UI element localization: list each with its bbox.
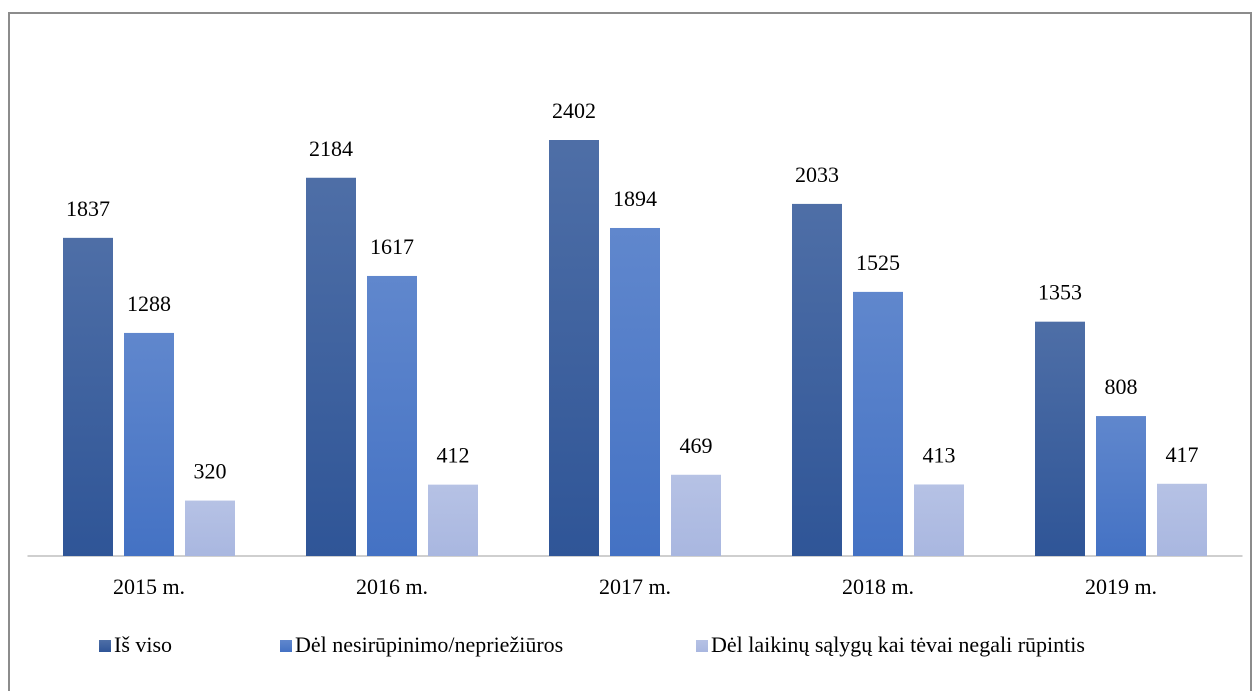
bar <box>792 203 842 556</box>
legend-label: Dėl nesirūpinimo/nepriežiūros <box>295 632 563 657</box>
data-label: 808 <box>1105 374 1138 399</box>
bar <box>367 275 417 556</box>
bar <box>1035 321 1085 556</box>
bar <box>306 177 356 557</box>
bar <box>63 237 113 556</box>
data-label: 2402 <box>552 98 596 123</box>
bar <box>549 140 599 556</box>
bar <box>1096 416 1146 556</box>
legend-label: Iš viso <box>114 632 172 657</box>
bar <box>185 500 235 556</box>
data-label: 1525 <box>856 250 900 275</box>
legend-marker <box>280 640 292 652</box>
data-label: 1837 <box>66 196 110 221</box>
data-label: 1288 <box>127 291 171 316</box>
data-label: 412 <box>437 443 470 468</box>
data-label: 1894 <box>613 186 657 211</box>
chart-frame <box>8 12 1252 691</box>
x-tick-label: 2016 m. <box>356 574 428 599</box>
bar <box>428 484 478 556</box>
legend-marker <box>99 640 111 652</box>
x-tick-label: 2019 m. <box>1085 574 1157 599</box>
data-label: 417 <box>1166 442 1199 467</box>
bar <box>610 227 660 556</box>
bar <box>1157 483 1207 556</box>
x-tick-label: 2017 m. <box>599 574 671 599</box>
data-label: 320 <box>194 459 227 484</box>
data-label: 413 <box>923 443 956 468</box>
data-label: 2184 <box>309 136 353 161</box>
x-tick-label: 2018 m. <box>842 574 914 599</box>
bar <box>853 291 903 556</box>
x-tick-label: 2015 m. <box>113 574 185 599</box>
bar <box>914 484 964 556</box>
data-label: 1353 <box>1038 280 1082 305</box>
data-label: 2033 <box>795 162 839 187</box>
legend-label: Dėl laikinų sąlygų kai tėvai negali rūpi… <box>711 632 1085 657</box>
data-label: 1617 <box>370 234 414 259</box>
bar <box>671 474 721 556</box>
data-label: 469 <box>680 433 713 458</box>
bar <box>124 332 174 556</box>
legend-marker <box>696 640 708 652</box>
